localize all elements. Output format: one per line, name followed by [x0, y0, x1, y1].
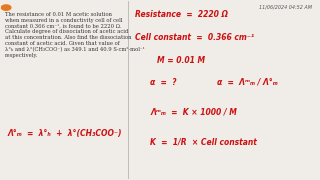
- Text: Λᵐₘ  =  K × 1000 / M: Λᵐₘ = K × 1000 / M: [150, 108, 237, 117]
- Text: α  =  ?: α = ?: [150, 78, 177, 87]
- Text: Λ°ₘ  =  λ°ₕ  +  λ°(CH₃COO⁻): Λ°ₘ = λ°ₕ + λ°(CH₃COO⁻): [8, 129, 122, 138]
- Text: K  =  1/R  × Cell constant: K = 1/R × Cell constant: [150, 138, 257, 147]
- Text: M = 0.01 M: M = 0.01 M: [157, 56, 205, 65]
- Text: The resistance of 0.01 M acetic solution
when measured in a conductivity cell of: The resistance of 0.01 M acetic solution…: [4, 12, 144, 58]
- Circle shape: [1, 5, 11, 10]
- Text: α  =  Λᵐₘ / Λ°ₘ: α = Λᵐₘ / Λ°ₘ: [217, 78, 278, 87]
- Text: Resistance  =  2220 Ω: Resistance = 2220 Ω: [135, 10, 228, 19]
- Text: 11/06/2024 04:52 AM: 11/06/2024 04:52 AM: [259, 5, 312, 10]
- Text: Cell constant  =  0.366 cm⁻¹: Cell constant = 0.366 cm⁻¹: [135, 33, 254, 42]
